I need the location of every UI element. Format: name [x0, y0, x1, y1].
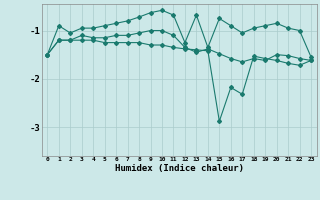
X-axis label: Humidex (Indice chaleur): Humidex (Indice chaleur) [115, 164, 244, 173]
